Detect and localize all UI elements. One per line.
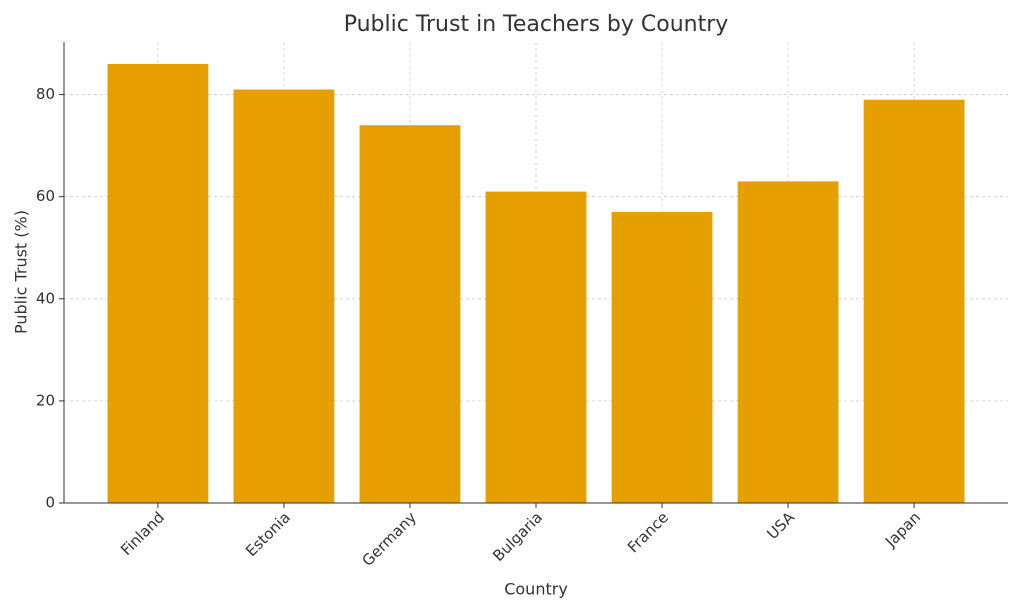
y-tick-label: 80 (36, 85, 55, 103)
bar (611, 212, 713, 503)
x-tick-label: Bulgaria (489, 508, 546, 565)
x-tick-label: Estonia (242, 508, 294, 560)
bar (863, 99, 965, 503)
x-tick-label: Japan (881, 508, 924, 551)
bar (737, 181, 839, 504)
y-tick-label: 40 (36, 289, 55, 307)
x-tick-label: USA (763, 508, 798, 543)
y-tick-label: 60 (36, 187, 55, 205)
bar (359, 125, 461, 503)
y-axis-label: Public Trust (%) (12, 210, 31, 334)
y-tick-label: 20 (36, 391, 55, 409)
bar (107, 63, 209, 503)
chart-title: Public Trust in Teachers by Country (344, 12, 729, 37)
bar (233, 89, 335, 504)
y-tick-label: 0 (45, 494, 55, 512)
x-tick-label: Finland (117, 508, 168, 559)
x-tick-label: France (624, 508, 672, 556)
x-tick-label: Germany (358, 508, 420, 570)
x-axis-label: Country (504, 580, 568, 599)
bar (485, 191, 587, 503)
